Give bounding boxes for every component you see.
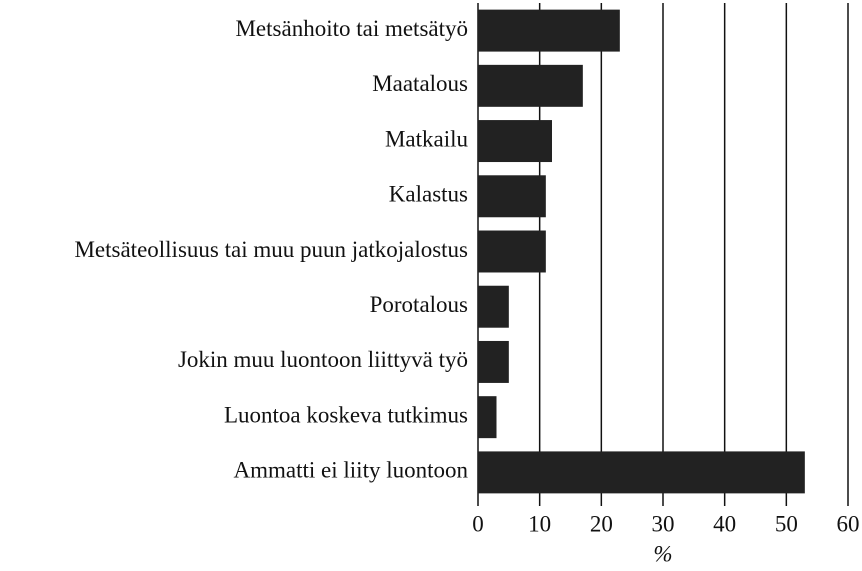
y-tick-label: Matkailu	[385, 126, 469, 151]
bar	[478, 230, 546, 273]
bar	[478, 175, 546, 218]
bar	[478, 340, 509, 383]
y-tick-label: Metsäteollisuus tai muu puun jatkojalost…	[74, 237, 468, 262]
y-tick-label: Metsänhoito tai metsätyö	[235, 16, 468, 41]
x-tick-label: 20	[590, 511, 613, 536]
y-tick-label: Porotalous	[370, 292, 468, 317]
bar	[478, 9, 620, 52]
x-axis-label: %	[653, 541, 672, 566]
x-tick-label: 0	[472, 511, 484, 536]
x-tick-label: 60	[837, 511, 860, 536]
x-tick-label: 50	[775, 511, 798, 536]
bar	[478, 451, 805, 494]
bar	[478, 396, 497, 439]
y-tick-label: Ammatti ei liity luontoon	[234, 458, 469, 483]
y-tick-label: Kalastus	[389, 182, 468, 207]
y-tick-label: Jokin muu luontoon liittyvä työ	[178, 347, 468, 372]
bar	[478, 120, 552, 163]
bar	[478, 64, 583, 107]
x-tick-label: 10	[528, 511, 551, 536]
y-tick-label: Luontoa koskeva tutkimus	[224, 402, 468, 427]
x-tick-label: 30	[652, 511, 675, 536]
bar	[478, 285, 509, 328]
y-tick-label: Maatalous	[372, 71, 468, 96]
x-tick-label: 40	[713, 511, 736, 536]
